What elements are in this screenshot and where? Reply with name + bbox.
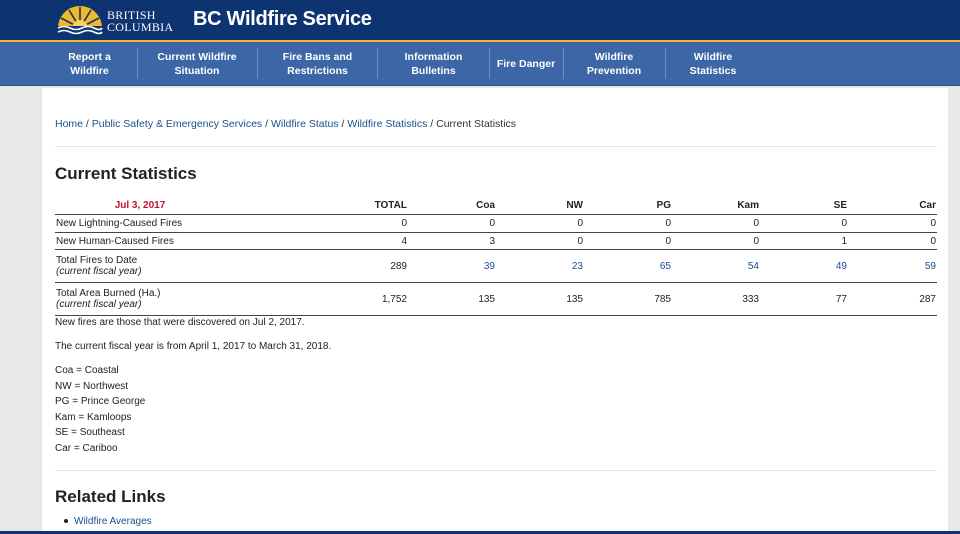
table-cell: 0	[496, 214, 584, 233]
table-cell: 0	[408, 214, 496, 233]
row-label: New Human-Caused Fires	[55, 232, 225, 250]
table-cell: 4	[225, 232, 408, 250]
table-cell: 77	[760, 282, 848, 316]
fiscal-year-note: The current fiscal year is from April 1,…	[55, 341, 332, 352]
row-label: Total Area Burned (Ha.)	[56, 288, 161, 299]
nav-divider	[665, 48, 666, 79]
nav-divider	[377, 48, 378, 79]
row-label: New Lightning-Caused Fires	[55, 214, 225, 233]
bc-wordmark-line1: BRITISH	[107, 8, 156, 22]
column-header: NW	[566, 199, 583, 211]
row-sublabel: (current fiscal year)	[56, 266, 142, 277]
table-cell: 333	[672, 282, 760, 316]
breadcrumb-public-safety[interactable]: Public Safety & Emergency Services	[91, 118, 263, 130]
legend-item: Kam = Kamloops	[55, 411, 132, 423]
nav-divider	[137, 48, 138, 79]
table-row: New Human-Caused Fires 4 3 0 0 0 1 0	[55, 232, 937, 250]
column-header: Kam	[737, 199, 759, 211]
table-cell: 0	[225, 214, 408, 233]
header-accent-line	[0, 40, 960, 42]
table-cell: 135	[408, 282, 496, 316]
content-panel: Home / Public Safety & Emergency Service…	[42, 88, 948, 534]
breadcrumb-home[interactable]: Home	[55, 118, 84, 130]
breadcrumb-separator: /	[427, 118, 437, 130]
table-cell: 0	[496, 232, 584, 250]
breadcrumb-current: Current Statistics	[436, 118, 517, 130]
site-header: BRITISH COLUMBIA BC Wildfire Service	[0, 0, 960, 40]
region-legend: Coa = Coastal NW = Northwest PG = Prince…	[55, 363, 145, 457]
table-header-row: Jul 3, 2017 TOTAL Coa NW PG Kam SE Car	[55, 196, 937, 215]
table-cell-link[interactable]: 49	[760, 249, 848, 283]
main-nav: Report a Wildfire Current Wildfire Situa…	[0, 42, 960, 86]
link-wildfire-averages[interactable]: Wildfire Averages	[74, 516, 152, 527]
table-cell-link[interactable]: 65	[584, 249, 672, 283]
table-cell: 0	[584, 214, 672, 233]
breadcrumb: Home / Public Safety & Emergency Service…	[55, 118, 516, 130]
nav-divider	[257, 48, 258, 79]
footer-bar	[0, 531, 960, 534]
legend-item: PG = Prince George	[55, 396, 146, 408]
breadcrumb-separator: /	[338, 118, 348, 130]
nav-fire-bans-restrictions[interactable]: Fire Bans and Restrictions	[282, 50, 353, 77]
table-cell: 785	[584, 282, 672, 316]
nav-report-wildfire[interactable]: Report a Wildfire	[68, 50, 111, 77]
nav-wildfire-prevention[interactable]: Wildfire Prevention	[586, 50, 642, 77]
table-cell-link[interactable]: 54	[672, 249, 760, 283]
nav-divider	[489, 48, 490, 79]
table-cell: 287	[848, 282, 937, 316]
bc-wordmark[interactable]: BRITISH COLUMBIA	[107, 9, 173, 33]
breadcrumb-separator: /	[83, 118, 92, 130]
nav-information-bulletins[interactable]: Information Bulletins	[404, 50, 463, 77]
breadcrumb-wildfire-status[interactable]: Wildfire Status	[270, 118, 339, 130]
row-sublabel: (current fiscal year)	[56, 299, 142, 310]
table-cell: 0	[760, 214, 848, 233]
row-label: Total Fires to Date	[56, 255, 138, 266]
stats-date: Jul 3, 2017	[114, 199, 166, 211]
new-fires-note: New fires are those that were discovered…	[55, 317, 305, 328]
divider	[55, 146, 937, 147]
related-links-list: Wildfire Averages	[64, 516, 152, 527]
related-links-heading: Related Links	[55, 487, 166, 506]
nav-current-wildfire-situation[interactable]: Current Wildfire Situation	[157, 50, 237, 77]
bullet-icon	[64, 519, 68, 524]
column-header: Car	[919, 199, 936, 211]
table-cell: 3	[408, 232, 496, 250]
page-title: Current Statistics	[55, 164, 197, 183]
nav-fire-danger[interactable]: Fire Danger	[496, 57, 556, 70]
table-cell: 1	[760, 232, 848, 250]
breadcrumb-wildfire-statistics[interactable]: Wildfire Statistics	[347, 118, 428, 130]
table-cell: 1,752	[225, 282, 408, 316]
bc-wordmark-line2: COLUMBIA	[107, 20, 174, 34]
divider	[55, 470, 937, 471]
legend-item: Coa = Coastal	[55, 365, 119, 376]
table-cell-link[interactable]: 39	[408, 249, 496, 283]
legend-item: NW = Northwest	[55, 380, 129, 392]
table-cell: 0	[848, 214, 937, 233]
bc-sun-logo-icon[interactable]	[56, 4, 104, 36]
breadcrumb-separator: /	[262, 118, 271, 130]
row-label-cell: Total Area Burned (Ha.) (current fiscal y…	[55, 282, 225, 316]
table-cell: 135	[496, 282, 584, 316]
table-cell: 0	[584, 232, 672, 250]
table-cell-link[interactable]: 59	[848, 249, 937, 283]
column-header: Coa	[476, 199, 495, 211]
nav-divider	[563, 48, 564, 79]
site-title[interactable]: BC Wildfire Service	[193, 8, 372, 30]
column-header: TOTAL	[374, 199, 407, 211]
table-cell: 0	[672, 214, 760, 233]
row-label-cell: Total Fires to Date (current fiscal year)	[55, 249, 225, 283]
table-row: Total Area Burned (Ha.) (current fiscal y…	[55, 282, 937, 316]
table-cell: 0	[672, 232, 760, 250]
nav-wildfire-statistics[interactable]: Wildfire Statistics	[689, 50, 737, 77]
table-cell: 0	[848, 232, 937, 250]
legend-item: SE = Southeast	[55, 427, 125, 439]
table-cell-link[interactable]: 23	[496, 249, 584, 283]
column-header: PG	[656, 199, 671, 211]
table-row: Total Fires to Date (current fiscal year)…	[55, 249, 937, 283]
statistics-table: Jul 3, 2017 TOTAL Coa NW PG Kam SE Car N…	[55, 196, 937, 316]
legend-item: Car = Cariboo	[55, 442, 118, 454]
column-header: SE	[833, 199, 847, 211]
table-row: New Lightning-Caused Fires 0 0 0 0 0 0 0	[55, 214, 937, 233]
table-cell: 289	[225, 249, 408, 283]
